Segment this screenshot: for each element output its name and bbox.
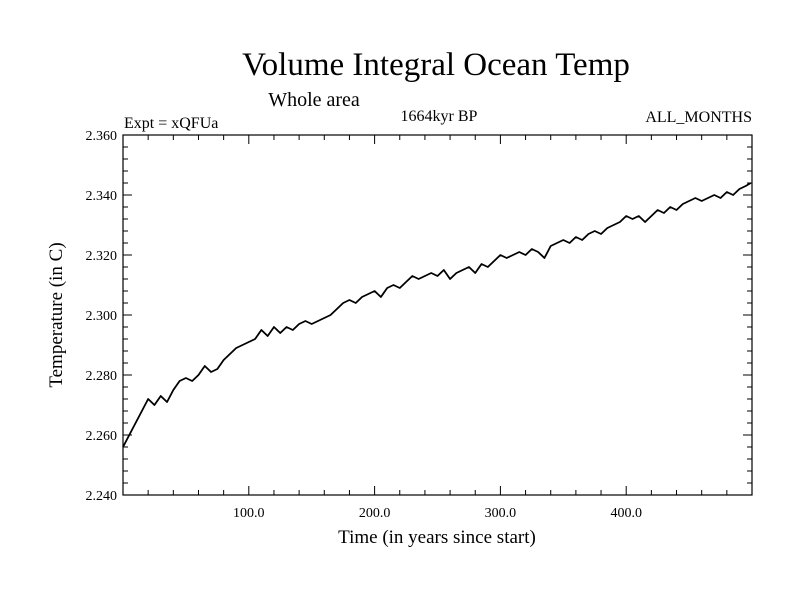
months-label: ALL_MONTHS [645, 109, 752, 126]
y-tick-label: 2.360 [86, 129, 118, 144]
chart-title: Volume Integral Ocean Temp [242, 47, 630, 83]
x-tick-label: 100.0 [233, 506, 265, 521]
plot-frame [122, 134, 753, 496]
y-tick-label: 2.240 [86, 489, 118, 504]
y-axis-title: Temperature (in C) [46, 242, 67, 387]
x-tick-labels: 100.0 200.0 300.0 400.0 [233, 506, 642, 521]
y-tick-label: 2.300 [86, 309, 118, 324]
y-tick-labels: 2.240 2.260 2.280 2.300 2.320 2.340 2.360 [86, 129, 118, 504]
x-tick-label: 200.0 [359, 506, 391, 521]
period-label: 1664kyr BP [401, 108, 478, 125]
experiment-label: Expt = xQFUa [124, 115, 218, 132]
y-tick-label: 2.260 [86, 429, 118, 444]
x-axis-title: Time (in years since start) [338, 527, 536, 548]
y-tick-label: 2.340 [86, 189, 118, 204]
y-tick-label: 2.320 [86, 249, 118, 264]
x-tick-label: 400.0 [610, 506, 642, 521]
y-tick-label: 2.280 [86, 369, 118, 384]
temperature-series-line [122, 182, 752, 448]
chart-subtitle: Whole area [268, 89, 360, 111]
x-tick-label: 300.0 [485, 506, 517, 521]
axis-ticks [123, 135, 752, 495]
